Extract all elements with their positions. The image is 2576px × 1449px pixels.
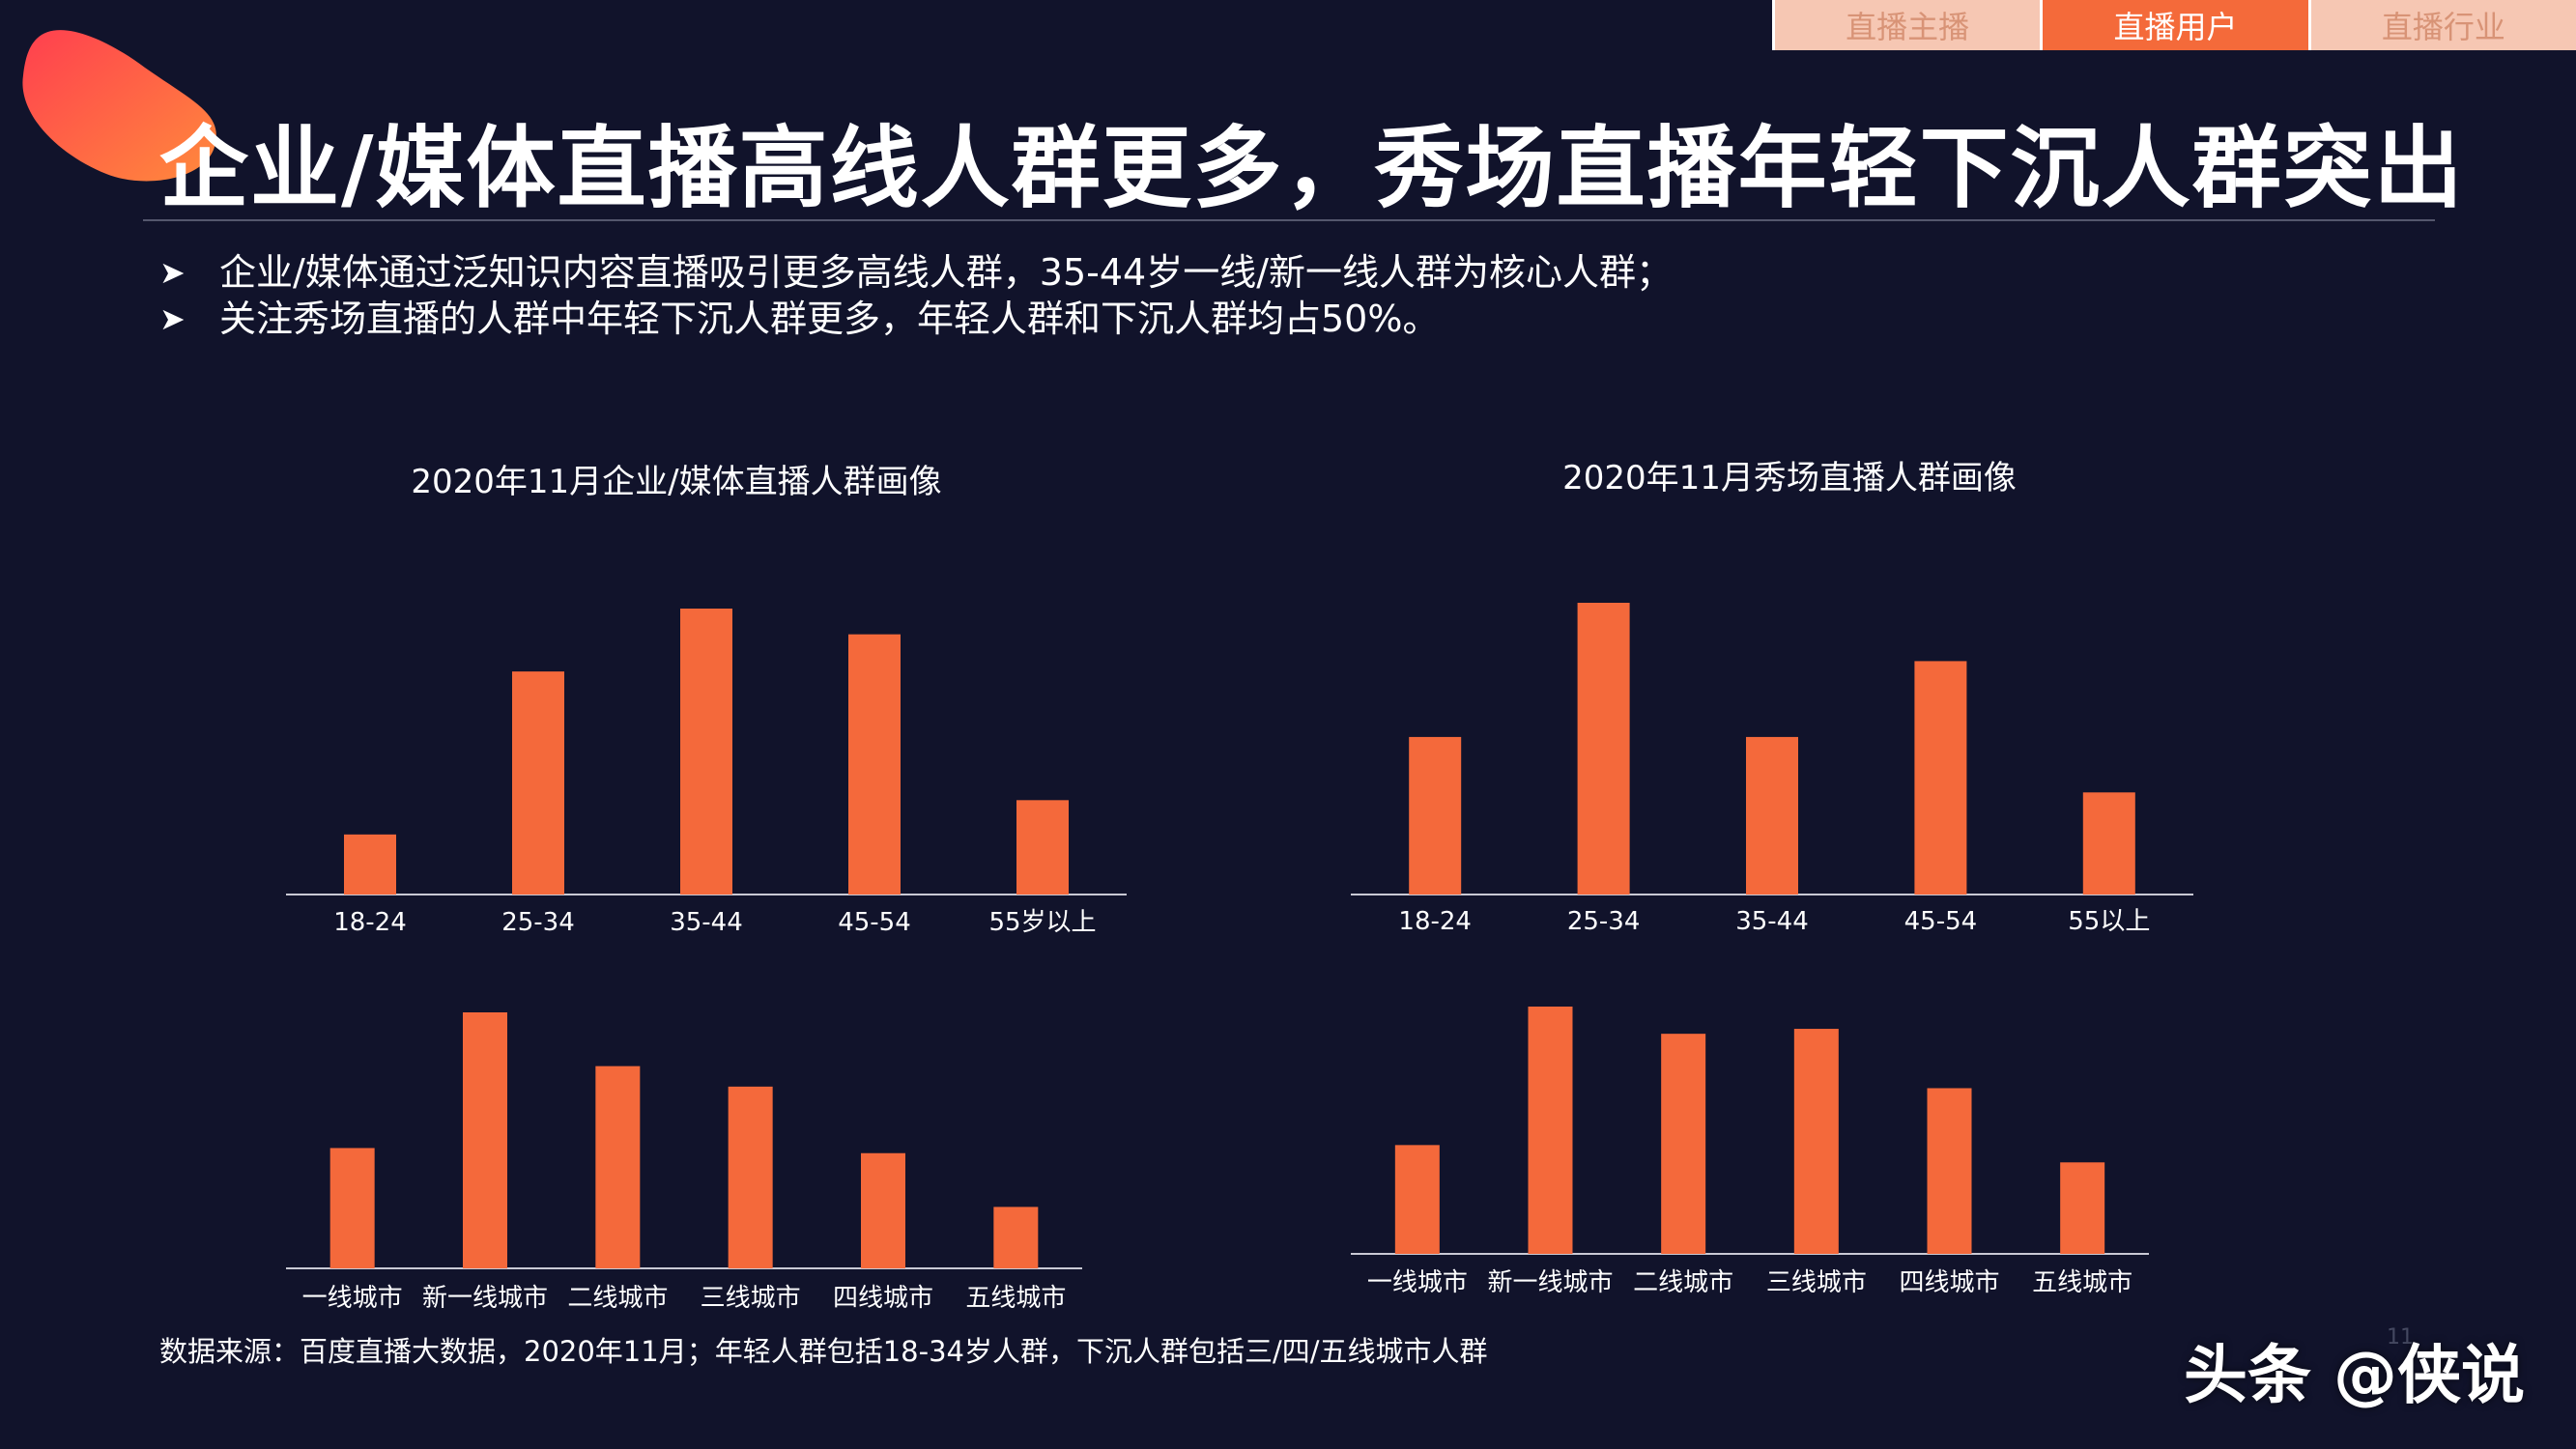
- chart-showroom-city: 一线城市 新一线城市 二线城市 三线城市 四线城市 五线城市: [1351, 1007, 2149, 1297]
- tab-industry[interactable]: 直播行业: [2307, 0, 2576, 50]
- brand-blob-logo: [22, 30, 216, 182]
- bar-showroom-city-4: [1793, 1029, 1839, 1254]
- x-tick-label: 五线城市: [2032, 1268, 2132, 1297]
- bar-enterprise-city-2: [463, 1012, 507, 1268]
- x-tick-label: 45-54: [838, 908, 911, 937]
- x-tick-label: 三线城市: [701, 1284, 801, 1313]
- page-number: 11: [2387, 1325, 2414, 1350]
- finding-item: ➤ 关注秀场直播的人群中年轻下沉人群更多，年轻人群和下沉人群均占50%。: [159, 296, 1673, 342]
- bar-enterprise-age-3: [680, 609, 732, 895]
- key-findings: ➤ 企业/媒体通过泛知识内容直播吸引更多高线人群，35-44岁一线/新一线人群为…: [159, 249, 1673, 342]
- bar-showroom-city-3: [1661, 1034, 1706, 1254]
- bar-showroom-age-3: [1746, 736, 1798, 895]
- x-tick-label: 45-54: [1904, 907, 1978, 936]
- finding-text: 关注秀场直播的人群中年轻下沉人群更多，年轻人群和下沉人群均占50%。: [219, 298, 1440, 340]
- x-tick-label: 18-24: [333, 908, 407, 937]
- x-tick-label: 四线城市: [833, 1284, 933, 1313]
- x-tick-label: 一线城市: [1367, 1268, 1468, 1297]
- arrow-bullet-icon: ➤: [159, 300, 186, 337]
- title-divider: [143, 219, 2435, 221]
- bar-showroom-city-6: [2060, 1162, 2105, 1254]
- bar-showroom-city-1: [1394, 1145, 1440, 1254]
- arrow-bullet-icon: ➤: [159, 254, 186, 291]
- bar-showroom-city-2: [1528, 1007, 1573, 1254]
- bar-enterprise-city-3: [595, 1065, 641, 1268]
- x-tick-label: 新一线城市: [422, 1284, 548, 1313]
- finding-text: 企业/媒体通过泛知识内容直播吸引更多高线人群，35-44岁一线/新一线人群为核心…: [219, 251, 1674, 294]
- finding-item: ➤ 企业/媒体通过泛知识内容直播吸引更多高线人群，35-44岁一线/新一线人群为…: [159, 249, 1673, 296]
- bar-enterprise-city-1: [329, 1148, 375, 1268]
- tab-users[interactable]: 直播用户: [2040, 0, 2308, 50]
- x-tick-label: 35-44: [670, 908, 743, 937]
- bar-showroom-age-4: [1914, 661, 1967, 895]
- x-tick-label: 25-34: [1567, 907, 1641, 936]
- chart-title-enterprise: 2020年11月企业/媒体直播人群画像: [411, 463, 941, 501]
- x-tick-label: 55以上: [2068, 907, 2150, 936]
- bar-enterprise-age-2: [512, 671, 564, 895]
- x-tick-label: 25-34: [501, 908, 575, 937]
- data-source-note: 数据来源：百度直播大数据，2020年11月；年轻人群包括18-34岁人群，下沉人…: [159, 1335, 1488, 1368]
- bar-showroom-city-5: [1927, 1088, 1972, 1254]
- bar-showroom-age-2: [1577, 603, 1630, 895]
- x-tick-label: 五线城市: [965, 1284, 1066, 1313]
- chart-enterprise-age: 18-24 25-34 35-44 45-54 55岁以上: [286, 609, 1127, 937]
- x-tick-label: 四线城市: [1899, 1268, 1999, 1297]
- bar-showroom-age-1: [1409, 736, 1462, 895]
- page-title: 企业/媒体直播高线人群更多，秀场直播年轻下沉人群突出: [159, 117, 2465, 220]
- x-tick-label: 新一线城市: [1487, 1268, 1613, 1297]
- x-tick-label: 35-44: [1735, 907, 1809, 936]
- tab-anchors[interactable]: 直播主播: [1772, 0, 2041, 50]
- bar-enterprise-age-1: [344, 834, 396, 895]
- x-tick-label: 一线城市: [302, 1284, 403, 1313]
- bar-enterprise-city-5: [861, 1152, 905, 1268]
- bar-enterprise-city-4: [728, 1086, 773, 1268]
- x-tick-label: 二线城市: [1633, 1268, 1733, 1297]
- bar-enterprise-age-4: [848, 634, 901, 895]
- bar-enterprise-age-5: [1016, 800, 1069, 895]
- chart-title-showroom: 2020年11月秀场直播人群画像: [1562, 459, 2017, 497]
- chart-enterprise-city: 一线城市 新一线城市 二线城市 三线城市 四线城市 五线城市: [286, 1012, 1082, 1313]
- section-tabs: 直播主播 直播用户 直播行业: [1772, 0, 2576, 50]
- chart-showroom-age: 18-24 25-34 35-44 45-54 55以上: [1351, 603, 2193, 936]
- bar-enterprise-city-6: [993, 1207, 1039, 1268]
- x-tick-label: 三线城市: [1766, 1268, 1867, 1297]
- x-tick-label: 18-24: [1398, 907, 1472, 936]
- x-tick-label: 二线城市: [567, 1284, 668, 1313]
- watermark: 头条 @侠说: [2184, 1338, 2525, 1412]
- bar-showroom-age-5: [2082, 792, 2135, 895]
- x-tick-label: 55岁以上: [988, 908, 1096, 937]
